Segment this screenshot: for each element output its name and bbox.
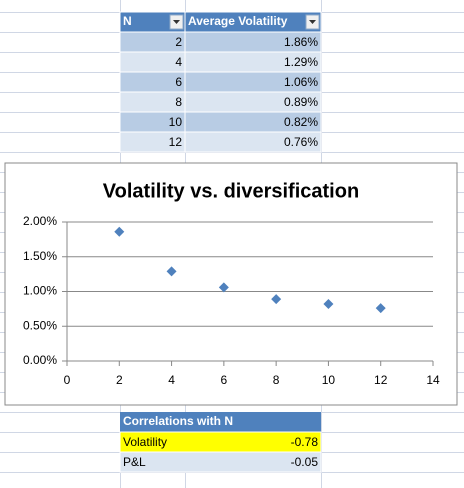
cell-text: 1.06% (284, 75, 318, 89)
chart: Volatility vs. diversification 0.00% 0.50… (4, 162, 458, 406)
cell-text: 1.29% (284, 55, 318, 69)
correlation-table: Correlations with N Volatility -0.78 P&L -0.… (119, 412, 322, 473)
data-point (323, 299, 334, 310)
cell-text: -0.78 (291, 435, 319, 449)
filter-arrow (309, 20, 316, 24)
chart-title: Volatility vs. diversification (103, 180, 359, 202)
cell-text: Volatility (123, 435, 167, 449)
header-text: Average Volatility (188, 14, 288, 28)
filter-arrow (173, 20, 180, 24)
header-cell (120, 412, 321, 432)
x-tick-label: 14 (426, 373, 440, 387)
data-point (218, 282, 229, 293)
x-tick-label: 2 (116, 373, 123, 387)
chart-frame (4, 162, 458, 406)
y-tick-label: 1.50% (23, 249, 57, 263)
x-tick-label: 10 (322, 373, 336, 387)
cell-text: P&L (123, 455, 146, 469)
cell-text: 12 (169, 135, 183, 149)
cell-text: 10 (169, 115, 183, 129)
header-text: N (123, 14, 132, 28)
cell (119, 451, 322, 473)
cell-text: 0.76% (284, 135, 318, 149)
cell-text: 0.82% (284, 115, 318, 129)
cell-text: -0.05 (291, 455, 319, 469)
header-text: Correlations with N (123, 414, 233, 428)
cell-text: 0.89% (284, 95, 318, 109)
y-tick-label: 2.00% (23, 214, 57, 228)
y-tick-label: 0.00% (23, 353, 57, 367)
cell-text: 8 (175, 95, 182, 109)
data-point (271, 294, 282, 305)
data-point (114, 226, 125, 237)
x-tick-label: 8 (273, 373, 280, 387)
y-tick-label: 1.00% (23, 284, 57, 298)
x-tick-label: 6 (221, 373, 228, 387)
cell-text: 1.86% (284, 35, 318, 49)
x-tick-label: 0 (64, 373, 71, 387)
cell (184, 131, 322, 153)
x-tick-label: 12 (374, 373, 388, 387)
cell-text: 4 (175, 55, 182, 69)
cell-text: 6 (175, 75, 182, 89)
cell-text: 2 (175, 35, 182, 49)
y-tick-label: 0.50% (23, 318, 57, 332)
volatility-table: N Average Volatility 2 1.86% 4 1.29% 6 1.06% 8 0.… (119, 11, 322, 153)
data-point (166, 266, 177, 277)
data-point (375, 303, 386, 314)
x-tick-label: 4 (168, 373, 175, 387)
